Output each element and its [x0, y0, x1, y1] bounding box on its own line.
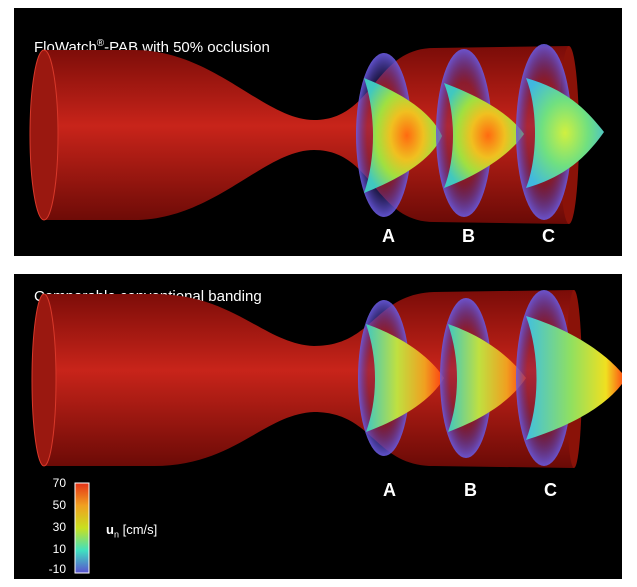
- plane-label-c: C: [542, 226, 555, 246]
- colorbar-tick: -10: [48, 562, 66, 576]
- vessel-render-flowatch: [29, 44, 604, 224]
- velocity-plane-b: [436, 49, 524, 217]
- colorbar-tick: 70: [52, 476, 66, 490]
- plane-label-b: B: [464, 480, 477, 500]
- colorbar-tick: 10: [52, 542, 66, 556]
- panel-flowatch: FloWatch®-PAB with 50% occlusion: [14, 8, 622, 256]
- colorbar-tick: 30: [52, 520, 66, 534]
- plane-label-a: A: [383, 480, 396, 500]
- colorbar-unit-label: un [cm/s]: [106, 522, 158, 540]
- colorbar-tick: 50: [52, 498, 66, 512]
- vessel-render-conventional: [31, 290, 622, 468]
- vessel-inlet: [29, 49, 59, 221]
- velocity-plane-a: [356, 53, 442, 217]
- plane-label-b: B: [462, 226, 475, 246]
- velocity-plane-c: [516, 290, 622, 466]
- plane-label-c: C: [544, 480, 557, 500]
- velocity-plane-a: [358, 300, 444, 456]
- plane-label-a: A: [382, 226, 395, 246]
- panel-conventional: Comparable conventional banding: [14, 274, 622, 579]
- colorbar-gradient: [74, 482, 90, 574]
- vessel-body: [42, 46, 569, 224]
- velocity-plane-c: [516, 44, 604, 220]
- velocity-plane-b: [440, 298, 526, 458]
- vessel-inlet: [31, 293, 57, 467]
- vessel-body: [42, 290, 574, 468]
